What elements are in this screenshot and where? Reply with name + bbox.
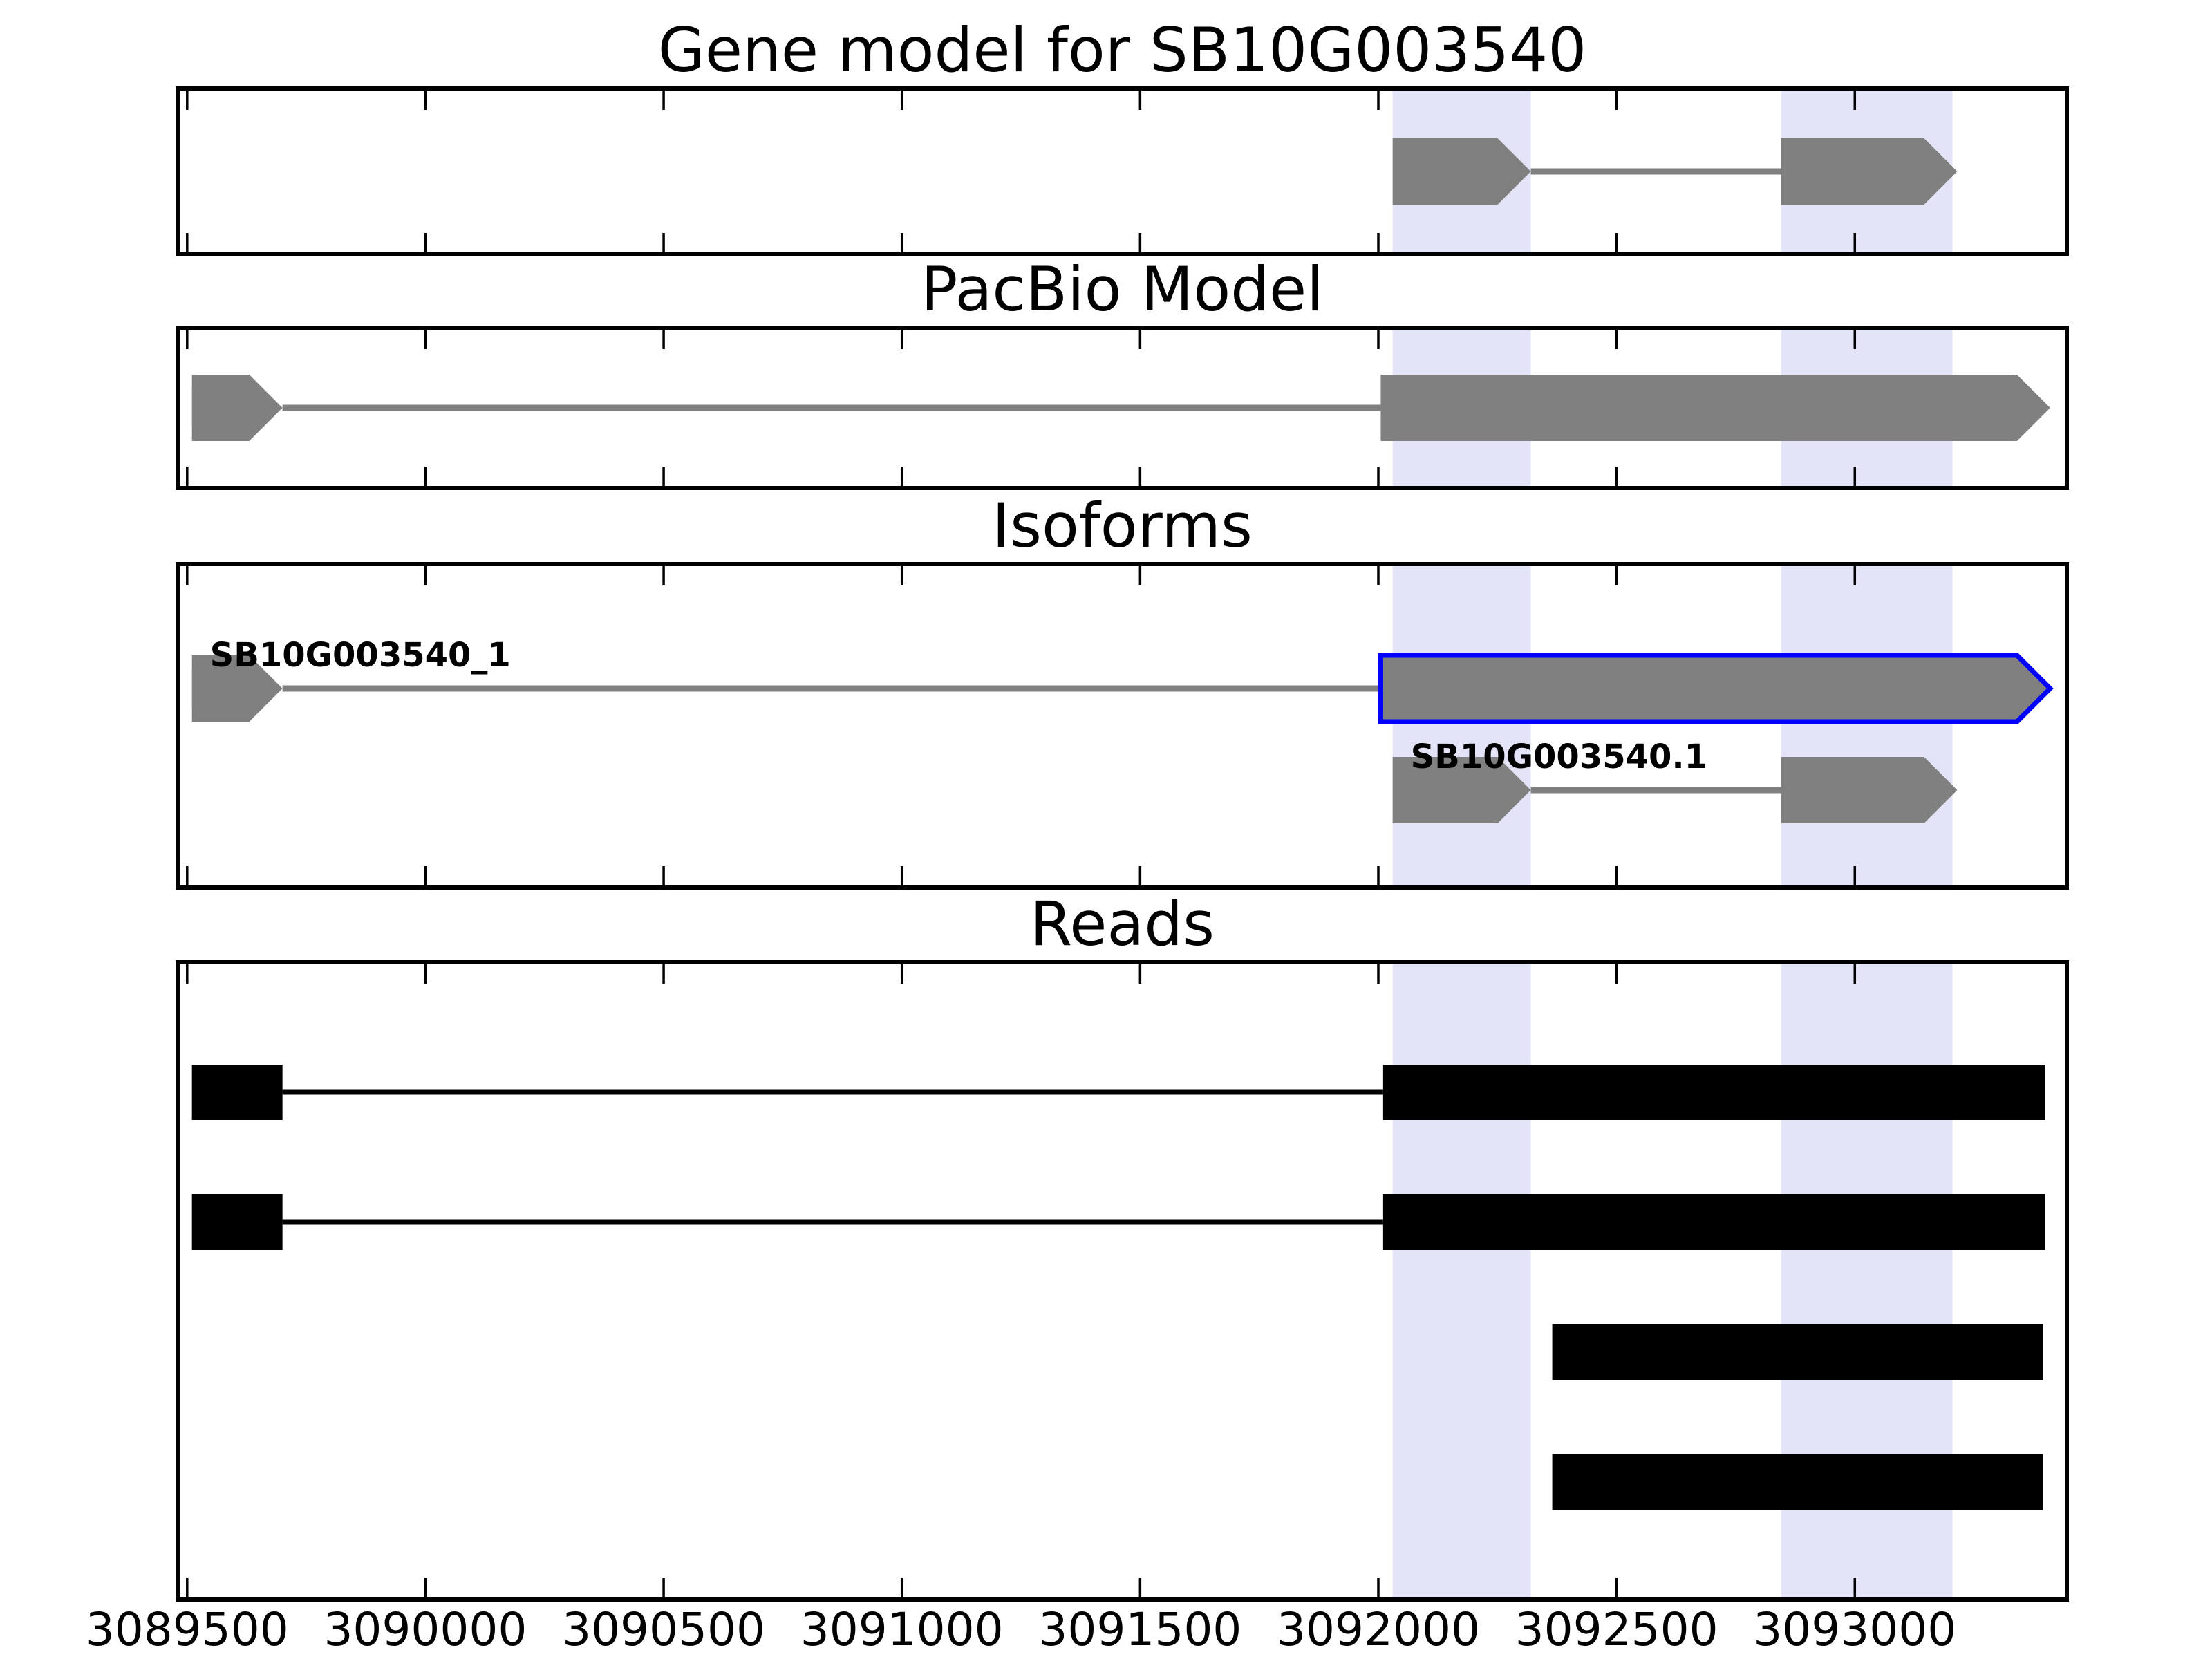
read-1-exon <box>191 1065 283 1120</box>
pacbio-model-exon <box>1380 375 2050 441</box>
read-1-exon <box>1382 1065 2045 1120</box>
feature-label: SB10G003540_1 <box>210 636 511 675</box>
read-2-exon <box>1382 1194 2045 1250</box>
x-axis-tick-label: 3091000 <box>800 1603 1004 1656</box>
read-2-exon <box>191 1194 283 1250</box>
panel-isoforms: SB10G003540_1 SB10G003540.1 <box>176 562 2069 890</box>
panel-gene-model <box>176 86 2069 256</box>
highlight-band <box>1781 564 1953 888</box>
pacbio-model-exon <box>191 375 283 441</box>
x-axis-tick-label: 3090000 <box>324 1603 527 1656</box>
feature-label: SB10G003540.1 <box>1411 738 1707 776</box>
x-axis-tick-label: 3091500 <box>1038 1603 1242 1656</box>
gene-model-exon <box>1392 138 1531 205</box>
x-axis-tick-label: 3090500 <box>562 1603 766 1656</box>
panel-title-isoforms: Isoforms <box>992 490 1253 561</box>
read-3-exon <box>1552 1324 2043 1380</box>
read-4-exon <box>1552 1454 2043 1510</box>
panel-border <box>176 86 2069 256</box>
isoform-SB10G003540_1-exon <box>1378 653 2054 724</box>
panel-border <box>176 326 2069 490</box>
highlight-band <box>1392 564 1531 888</box>
panel-border <box>176 960 2069 1602</box>
x-axis-tick-label: 3093000 <box>1753 1603 1957 1656</box>
x-axis-tick-label: 3089500 <box>85 1603 289 1656</box>
panel-border <box>176 562 2069 890</box>
isoform-SB10G003540.1-exon <box>1392 757 1531 823</box>
panel-title-gene-model: Gene model for SB10G003540 <box>657 15 1587 86</box>
highlight-band <box>1392 962 1531 1600</box>
gene-model-exon <box>1781 138 1958 205</box>
isoform-SB10G003540.1-exon <box>1781 757 1958 823</box>
panel-pacbio-model <box>176 326 2069 490</box>
x-axis-tick-label: 3092500 <box>1515 1603 1718 1656</box>
panel-title-pacbio-model: PacBio Model <box>921 254 1324 325</box>
panel-reads <box>176 960 2069 1602</box>
isoform-SB10G003540_1-exon <box>191 655 283 722</box>
panel-title-reads: Reads <box>1030 888 1215 959</box>
x-axis-tick-label: 3092000 <box>1277 1603 1480 1656</box>
